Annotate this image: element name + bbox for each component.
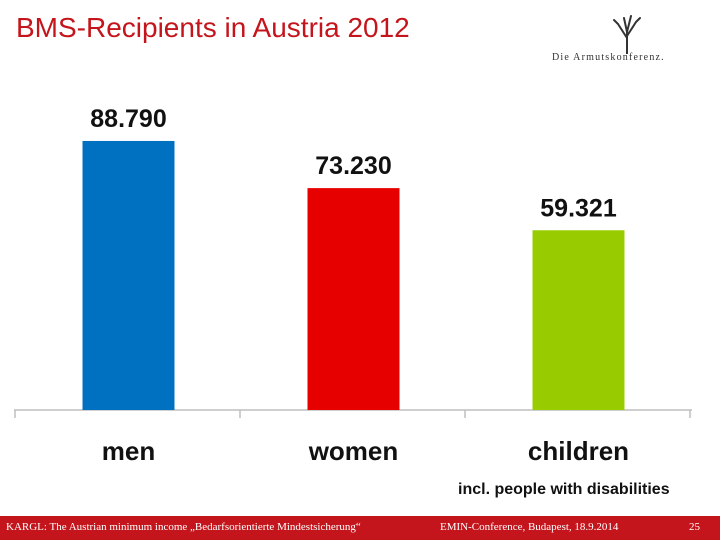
bar-chart: 88.790 men 73.230 women 59.321 children [14, 105, 692, 466]
bar-women [307, 188, 400, 410]
data-label-men: 88.790 [90, 105, 166, 133]
bar-children [532, 230, 625, 410]
armutskonferenz-logo: Die Armutskonferenz. [552, 14, 700, 74]
data-label-women: 73.230 [315, 152, 391, 180]
data-label-children: 59.321 [540, 194, 617, 222]
logo-wordmark: Die Armutskonferenz. [552, 52, 665, 63]
footer-bar: KARGL: The Austrian minimum income „Beda… [0, 516, 720, 540]
bar-men [82, 140, 175, 410]
chart-note: incl. people with disabilities [458, 481, 670, 498]
category-label-children: children [528, 436, 629, 466]
category-label-women: women [308, 436, 399, 466]
slide-title: BMS-Recipients in Austria 2012 [16, 12, 410, 43]
tree-logo-icon [613, 15, 641, 54]
footer-conference: EMIN-Conference, Budapest, 18.9.2014 [440, 521, 619, 533]
category-label-men: men [102, 436, 155, 466]
footer-citation: KARGL: The Austrian minimum income „Beda… [6, 521, 361, 533]
page-number: 25 [689, 521, 700, 533]
